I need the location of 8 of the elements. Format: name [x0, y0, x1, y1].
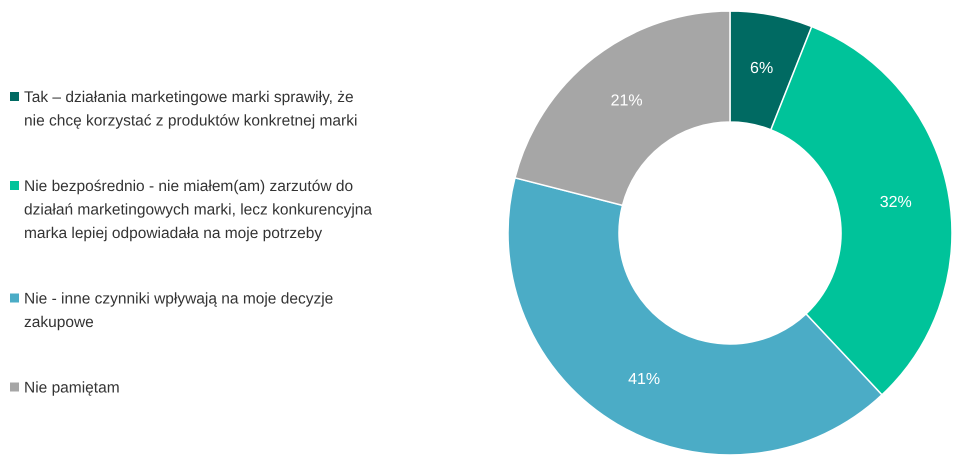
- data-label: 21%: [610, 92, 643, 110]
- data-label: 32%: [880, 194, 912, 211]
- legend-label: Nie bezpośrednio - nie miałem(am) zarzutów do działań marketingowych marki, lecz konkurencyjna marka lepiej odpowiadała na moje potrzeby: [24, 178, 372, 242]
- legend-label: Nie pamiętam: [24, 380, 120, 396]
- data-label: 41%: [628, 370, 660, 388]
- legend-label: Nie - inne czynniki wpływają na moje decyzje zakupowe: [24, 290, 334, 331]
- data-label: 6%: [750, 60, 774, 77]
- legend-label: Tak – działania marketingowe marki sprawiły, że nie chcę korzystać z produktów konkretnej marki: [24, 89, 358, 130]
